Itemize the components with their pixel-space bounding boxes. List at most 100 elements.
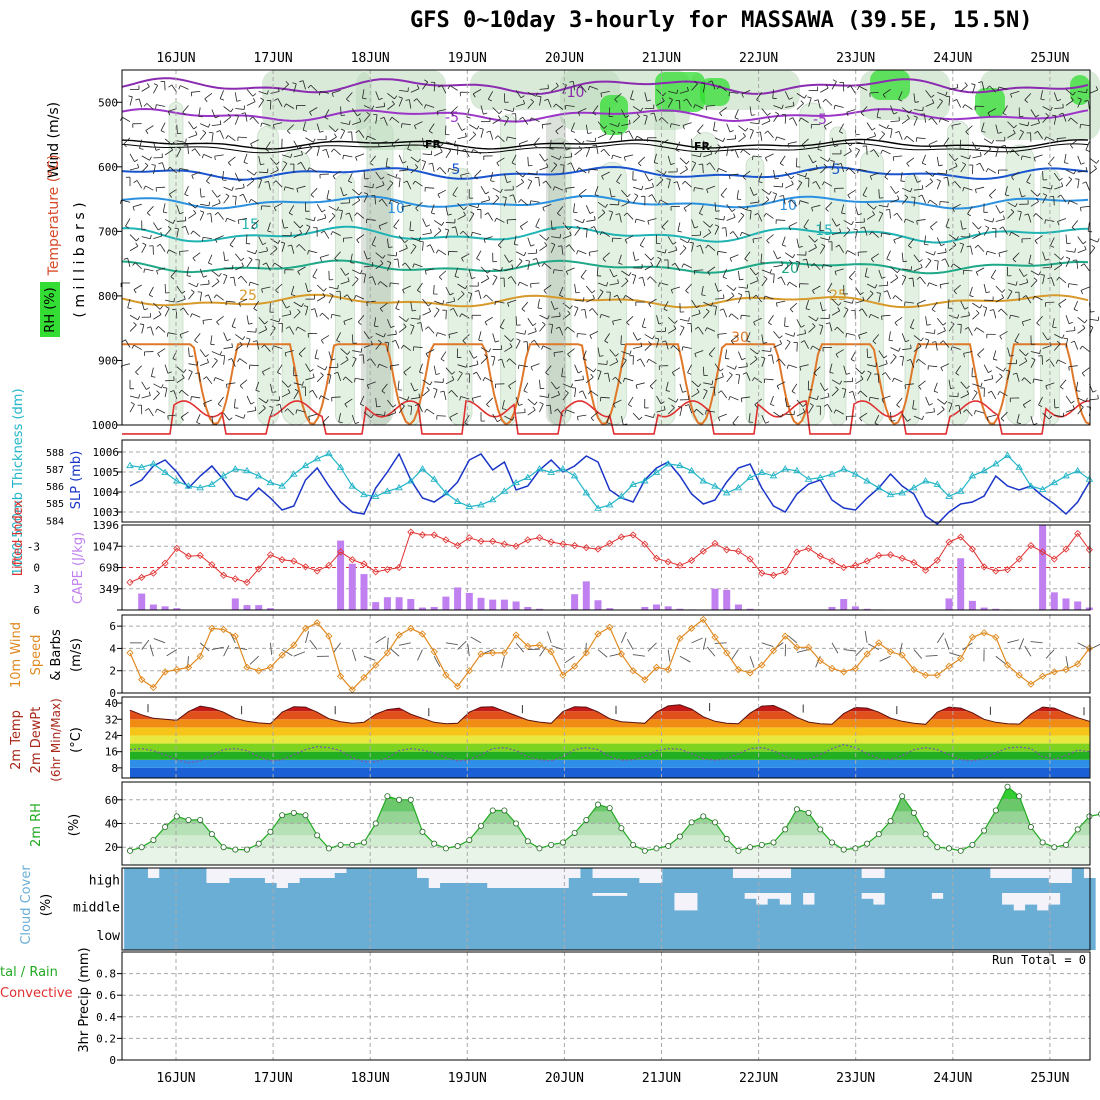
- wind-barb-flag: [260, 163, 265, 166]
- wind-barb-flag: [243, 183, 245, 188]
- surface-wind-barb: [620, 631, 627, 644]
- wind-barb: [356, 234, 365, 241]
- wind-barb-flag: [687, 372, 692, 375]
- wind-barb: [649, 379, 657, 387]
- wind-barb-flag: [393, 408, 397, 413]
- wind-barb-flag: [670, 162, 675, 165]
- wind-barb: [153, 302, 161, 310]
- wind-barb-flag: [997, 86, 1000, 92]
- wind-barb: [381, 383, 388, 392]
- wind-barb-flag: [183, 369, 187, 373]
- wind-barb-flag: [231, 326, 236, 329]
- wind-barb: [574, 149, 582, 156]
- wind-barb-flag: [365, 135, 368, 140]
- wind-barb-flag: [1052, 326, 1057, 329]
- wind-barb-flag: [880, 232, 883, 238]
- wind-barb: [656, 315, 660, 325]
- rh-point: [571, 829, 578, 836]
- wind-barb-flag: [524, 330, 527, 335]
- wind-barb: [164, 308, 170, 317]
- wind-barb: [410, 325, 415, 335]
- wind-barb-flag: [428, 303, 432, 307]
- wind-barb-flag: [841, 387, 846, 390]
- wind-barb-flag: [195, 372, 200, 374]
- wind-barb: [625, 295, 634, 301]
- wind-speed-point: [582, 649, 590, 657]
- cloud-bar-low: [650, 922, 663, 950]
- wind-barb-flag: [544, 158, 549, 162]
- wind-barb: [390, 364, 400, 367]
- wind-barb-flag: [975, 271, 979, 276]
- wind-barb-flag: [312, 373, 315, 378]
- wind-barb-flag: [636, 113, 640, 117]
- wind-barb-flag: [261, 288, 263, 293]
- wind-barb: [246, 259, 253, 268]
- wind-barb: [184, 186, 189, 195]
- cloud-bar-middle: [755, 904, 769, 922]
- wind-barb-flag: [176, 146, 181, 150]
- wind-barb: [454, 267, 458, 277]
- wind-barb: [199, 292, 203, 302]
- cloud-bar-low: [709, 922, 722, 950]
- wind-barb-flag: [588, 252, 591, 257]
- wind-barb: [277, 98, 283, 107]
- wind-barb-flag: [649, 385, 654, 390]
- wind-barb-flag: [767, 354, 773, 357]
- cloud-bar-low: [919, 922, 932, 950]
- rh-high: [1070, 75, 1090, 105]
- wind-barb-flag: [861, 370, 865, 375]
- wind-barb-flag: [999, 226, 1004, 230]
- rh-point: [793, 806, 800, 813]
- wind-barb: [437, 189, 447, 195]
- wind-barb: [1053, 343, 1061, 351]
- cloud-bar-middle: [170, 893, 184, 922]
- wind-barb-flag: [567, 353, 571, 358]
- cloud-bar-low: [1036, 922, 1049, 950]
- cloud-bar-low: [194, 922, 207, 950]
- wind-barb-flag: [907, 418, 911, 422]
- wind-barb: [246, 331, 257, 333]
- wind-barb: [1077, 249, 1087, 254]
- cloud-bar-low: [557, 922, 570, 950]
- wind-barb-flag: [243, 414, 246, 419]
- wind-barb-flag: [638, 162, 642, 167]
- wind-barb: [285, 103, 295, 109]
- wind-speed-point: [173, 665, 181, 674]
- wind-barb-flag: [886, 124, 889, 129]
- wind-barb-flag: [559, 155, 562, 160]
- wind-barb-flag: [345, 356, 349, 361]
- wind-barb-flag: [276, 161, 280, 165]
- wind-barb: [356, 212, 365, 219]
- wind-barb: [714, 137, 724, 142]
- wind-barb: [550, 324, 554, 334]
- cloud-level-label: low: [97, 929, 121, 944]
- wind-barb-flag: [986, 291, 991, 294]
- wind-barb-flag: [387, 260, 392, 263]
- wind-barb: [164, 228, 172, 236]
- wind-barb-flag: [334, 258, 338, 262]
- wind-barb-flag: [728, 372, 733, 376]
- wind-barb: [940, 363, 950, 368]
- thickness-point: [196, 483, 204, 491]
- wind-barb: [300, 162, 306, 171]
- wind-barb: [527, 101, 535, 109]
- wind-barb: [732, 415, 739, 424]
- wind-barb-flag: [365, 218, 368, 224]
- wind-barb: [791, 383, 798, 392]
- cloud-bar-middle: [557, 893, 570, 922]
- wind-barb-flag: [592, 294, 595, 299]
- wind-barb: [975, 267, 985, 273]
- wind-barb-flag: [899, 355, 904, 358]
- wind-barb-flag: [1039, 349, 1041, 354]
- wind-barb-flag: [394, 95, 398, 100]
- cloud-bar-low: [299, 922, 312, 950]
- wind-barb: [121, 199, 131, 203]
- wind-barb: [890, 266, 898, 273]
- wind-barb-flag: [440, 148, 443, 153]
- wind-barb: [703, 232, 711, 238]
- wind-barb-flag: [354, 378, 356, 383]
- cape-bar: [430, 606, 438, 610]
- cloud-bar-high: [861, 878, 874, 893]
- date-label-bottom: 24JUN: [933, 1071, 972, 1086]
- wind-barb-flag: [559, 312, 561, 317]
